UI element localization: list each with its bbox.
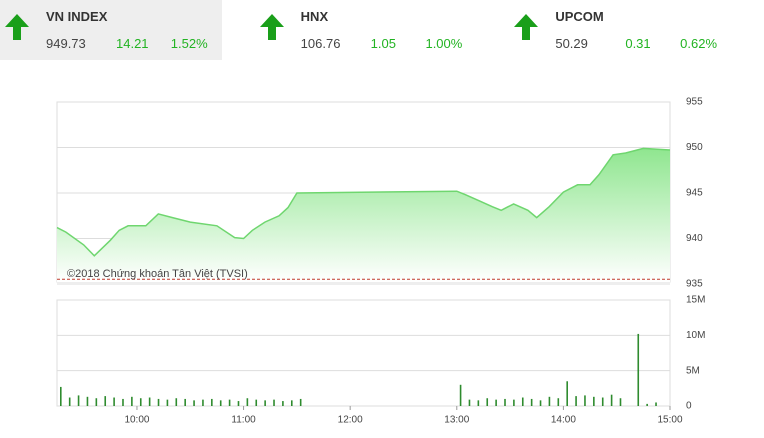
volume-bar <box>68 397 71 406</box>
volume-panel <box>56 299 671 407</box>
volume-bar <box>104 396 107 406</box>
volume-bar <box>495 399 497 406</box>
x-tick-label: 10:00 <box>124 415 149 426</box>
index-tile[interactable]: HNX 106.76 1.05 1.00% <box>255 0 477 60</box>
volume-bar <box>77 395 80 406</box>
index-percent: 1.52% <box>170 36 208 51</box>
x-tick-label: 15:00 <box>657 415 682 426</box>
x-tick-label: 11:00 <box>231 415 256 426</box>
volume-bar <box>202 399 204 406</box>
y-tick-label: 945 <box>686 188 703 199</box>
volume-bar <box>175 398 178 406</box>
index-change: 0.31 <box>625 36 651 51</box>
volume-bar <box>264 400 266 406</box>
volume-bar <box>513 399 515 406</box>
volume-bar <box>477 400 480 406</box>
volume-bar <box>299 398 302 406</box>
y-tick-label: 955 <box>686 97 703 108</box>
volume-bar <box>530 398 533 406</box>
volume-bar <box>122 398 124 406</box>
price-line <box>56 147 671 257</box>
volume-bar <box>290 400 293 406</box>
volume-bar <box>557 398 560 406</box>
volume-bar <box>539 400 542 406</box>
y-tick-label: 940 <box>686 233 703 244</box>
volume-bar <box>148 397 151 406</box>
index-name: VN INDEX <box>46 9 108 24</box>
volume-bar <box>211 398 213 406</box>
index-percent: 1.00% <box>425 36 463 51</box>
y-tick-label: 950 <box>686 142 703 153</box>
price-area <box>57 148 670 282</box>
volume-bar <box>610 394 613 406</box>
volume-bar <box>139 398 142 406</box>
up-arrow <box>5 14 29 40</box>
index-name: HNX <box>300 9 329 24</box>
y-tick-label: 10M <box>686 330 705 341</box>
watermark: ©2018 Chứng khoán Tân Việt (TVSI) <box>67 268 248 280</box>
volume-bar <box>282 401 284 406</box>
volume-bar <box>86 396 89 406</box>
index-value: 949.73 <box>46 36 86 51</box>
up-arrow <box>259 14 284 40</box>
volume-bar <box>521 397 524 406</box>
index-value: 50.29 <box>555 36 588 51</box>
volume-bar <box>166 399 169 406</box>
volume-bar <box>157 398 160 406</box>
volume-bar <box>255 399 258 406</box>
volume-bar <box>504 398 506 406</box>
y-tick-label: 0 <box>686 401 692 412</box>
volume-bar <box>619 398 622 406</box>
volume-bar <box>566 381 568 406</box>
x-tick-label: 13:00 <box>444 415 469 426</box>
volume-bar <box>468 399 471 406</box>
x-tick-label: 14:00 <box>551 415 576 426</box>
volume-bar <box>193 400 195 406</box>
volume-bar <box>486 398 489 406</box>
volume-bar <box>219 400 222 406</box>
index-change: 1.05 <box>370 36 396 51</box>
index-percent: 0.62% <box>680 36 718 51</box>
volume-bar <box>228 399 231 406</box>
volume-bar <box>273 399 275 406</box>
volume-bar <box>593 396 595 406</box>
index-change: 14.21 <box>116 36 149 51</box>
index-value: 106.76 <box>300 36 341 51</box>
index-tiles: VN INDEX 949.73 14.21 1.52% HNX 106.76 1… <box>0 0 764 60</box>
index-name: UPCOM <box>555 9 604 24</box>
volume-bar <box>113 397 115 406</box>
volume-bar <box>246 398 249 406</box>
volume-bar <box>237 401 240 406</box>
volume-bar <box>459 384 462 406</box>
volume-bar <box>131 396 133 406</box>
y-tick-label: 15M <box>686 295 705 306</box>
y-tick-label: 5M <box>686 365 700 376</box>
volume-bar <box>548 396 551 406</box>
volume-bar <box>184 398 186 406</box>
x-tick-label: 12:00 <box>338 415 363 426</box>
volume-bar <box>95 398 98 406</box>
up-arrow <box>514 14 539 40</box>
volume-bar <box>601 397 604 406</box>
volume-bar <box>655 402 657 406</box>
volume-bar <box>646 403 648 406</box>
y-tick-label: 935 <box>686 279 703 290</box>
volume-bar <box>584 395 586 406</box>
index-tile[interactable]: VN INDEX 949.73 14.21 1.52% <box>0 0 222 60</box>
volume-bar <box>637 333 640 406</box>
index-tile[interactable]: UPCOM 50.29 0.31 0.62% <box>509 0 731 60</box>
volume-bar <box>60 386 62 406</box>
volume-bar <box>575 396 577 406</box>
